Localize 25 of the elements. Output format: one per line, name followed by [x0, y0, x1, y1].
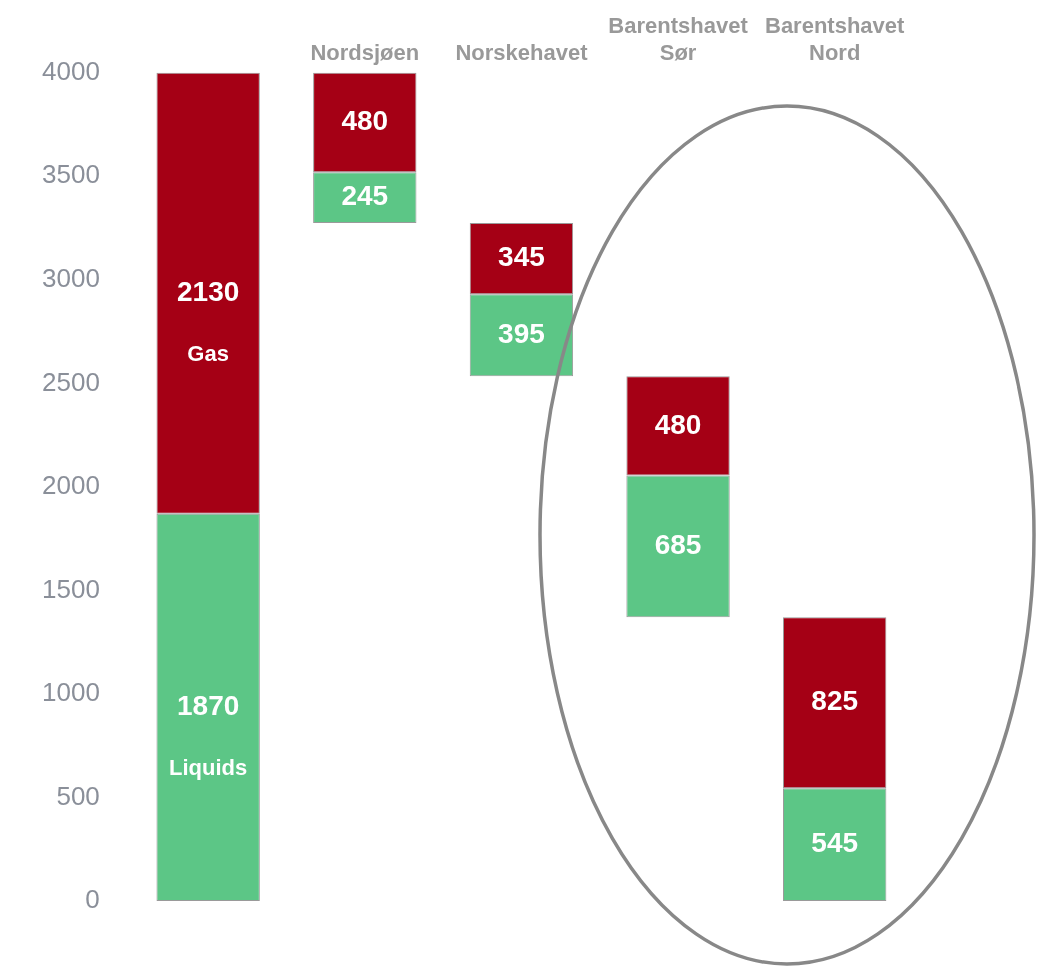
data-label: 1870 — [177, 690, 240, 722]
y-tick-label: 3500 — [42, 159, 100, 190]
series-label: Gas — [187, 341, 229, 367]
series-label: Liquids — [169, 755, 248, 781]
x-tick-label: Barentshavet Sør — [608, 13, 749, 65]
data-label: 395 — [498, 317, 545, 349]
data-label: 480 — [341, 105, 389, 137]
y-tick-label: 2000 — [42, 470, 100, 501]
y-tick-label: 1000 — [42, 677, 100, 708]
y-tick-label: 4000 — [42, 55, 100, 86]
data-label: 825 — [811, 685, 859, 717]
y-tick-label: 500 — [56, 780, 100, 811]
y-tick-label: 2500 — [42, 366, 100, 397]
x-tick-label: Nordsjøen — [310, 39, 420, 65]
y-tick-label: 1500 — [42, 573, 100, 604]
data-label: 245 — [341, 180, 389, 212]
data-label: 685 — [654, 529, 702, 561]
data-label: 480 — [654, 408, 702, 440]
data-label: 2130 — [177, 276, 240, 308]
x-tick-label: Norskehavet — [455, 39, 589, 65]
x-tick-label: Barentshavet Nord — [764, 13, 906, 65]
y-tick-label: 3000 — [42, 263, 100, 294]
data-label: 345 — [498, 241, 545, 273]
data-label: 545 — [811, 827, 859, 859]
y-tick-label: 0 — [85, 884, 100, 915]
